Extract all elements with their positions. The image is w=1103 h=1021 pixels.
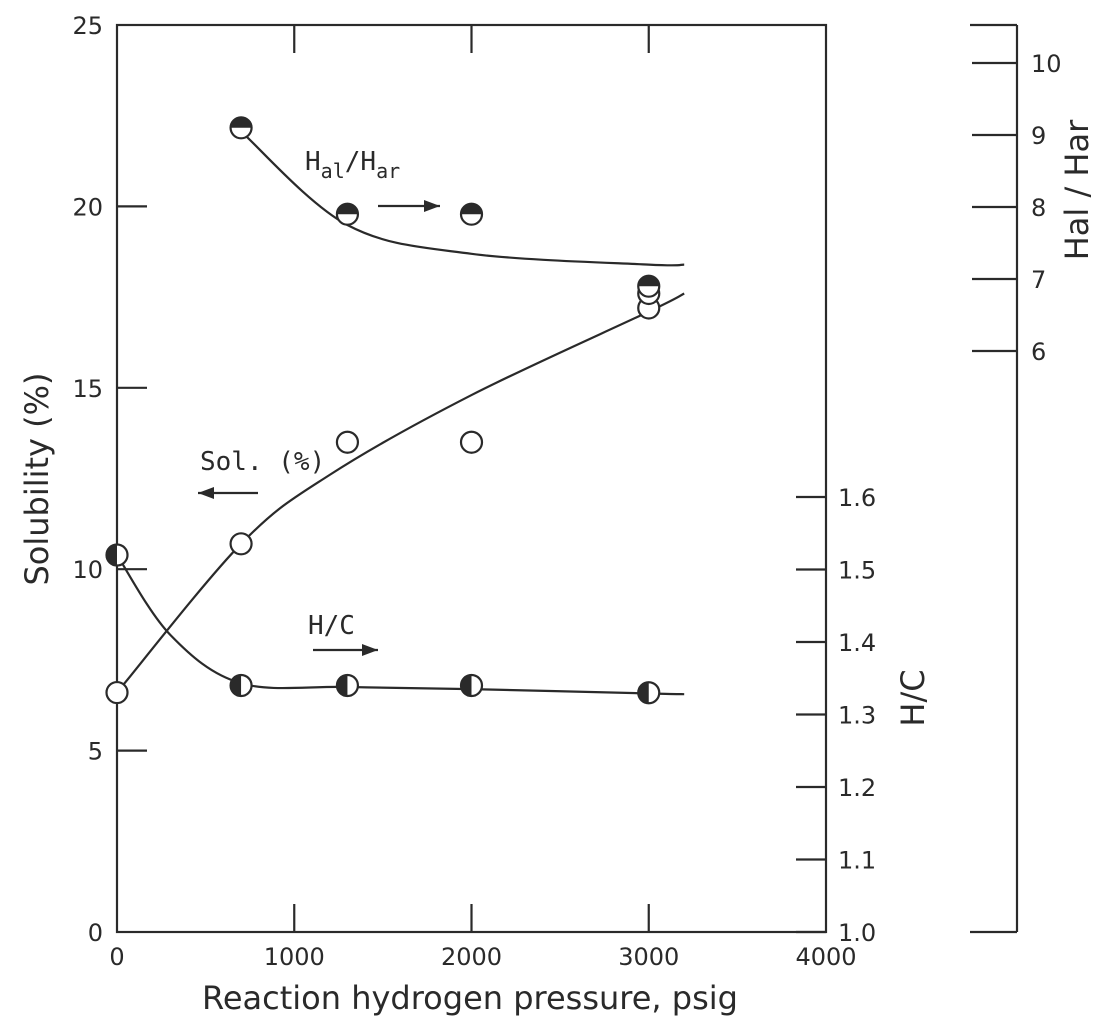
marker-hal [229,116,253,140]
marker-hc [335,673,360,698]
annotations: Hal/Har Sol. (%) H/C [198,147,440,656]
sol-arrow [198,487,258,499]
hal-har-arrow [378,200,440,212]
marker-left [105,680,129,705]
y-hal-tick-label: 9 [1031,122,1046,150]
hc-label: H/C [308,611,355,641]
y-left-tick-label: 5 [88,738,103,766]
curve-hal [240,130,685,267]
y-left-tick-label: 20 [72,193,103,221]
marker-hc [105,543,129,567]
plot-frame [115,23,1019,934]
x-tick-label: 3000 [618,943,679,971]
marker-hc [229,673,253,698]
marker-fill [106,544,117,566]
y-hc-tick-label: 1.6 [838,484,876,512]
x-tick-label: 4000 [795,943,856,971]
y-hc-tick-label: 1.1 [838,847,876,875]
fitted-curves [116,130,685,696]
y-left-axis-title: Solubility (%) [18,372,56,585]
marker-ring [105,680,129,705]
x-axis-title: Reaction hydrogen pressure, psig [202,979,738,1017]
y-hal-tick-label: 10 [1031,50,1062,78]
hc-arrow [313,644,378,656]
y-hc-tick-label: 1.0 [838,919,876,947]
marker-left [229,532,253,556]
y-hc-axis-title: H/C [894,669,932,726]
y-hc-tick-label: 1.4 [838,629,876,657]
y-hc-tick-label: 1.5 [838,557,876,585]
arrow-head [424,200,440,212]
x-tick-label: 0 [109,943,124,971]
y-left-tick-label: 10 [72,556,103,584]
axis-labels: Reaction hydrogen pressure, psig Solubili… [18,119,1096,1017]
hal-har-label: Hal/Har [305,147,400,183]
marker-hal [459,202,484,226]
y-hc-tick-label: 1.3 [838,702,876,730]
y-hc-tick-label: 1.2 [838,774,876,802]
y-hal-tick-label: 6 [1031,338,1046,366]
arrow-head [198,487,214,499]
marker-fill [336,675,348,696]
marker-left [335,430,360,454]
data-markers [105,116,661,705]
marker-ring [229,532,253,556]
marker-hc [459,673,484,698]
marker-hc [637,681,661,705]
x-tick-label: 2000 [441,943,502,971]
y-left-tick-label: 15 [72,375,103,403]
hal-har-text: Hal/Har [305,147,400,183]
y-left-tick-label: 25 [72,12,103,40]
marker-fill [461,675,472,696]
marker-ring [459,430,484,454]
marker-fill [461,203,482,215]
marker-hal [637,274,661,298]
marker-hal [335,202,360,226]
y-hal-tick-label: 7 [1031,266,1046,294]
y-hal-axis-title: Hal / Har [1058,119,1096,260]
y-left-tick-label: 0 [88,919,103,947]
marker-ring [335,430,360,454]
marker-fill [638,682,649,704]
marker-fill [638,275,660,287]
sol-label: Sol. (%) [200,447,325,477]
plot-box [115,23,828,934]
arrow-head [362,644,378,656]
x-tick-label: 1000 [264,943,325,971]
marker-fill [230,117,252,128]
marker-fill [336,203,358,215]
y-hal-tick-label: 8 [1031,194,1046,222]
curve-hc [116,554,685,696]
marker-fill [230,675,242,696]
axis-ticks: 0 1000 2000 3000 4000 0 5 10 15 20 25 1.0 1.1 1.2 1.3 1… [72,12,1061,971]
marker-left [459,430,484,454]
